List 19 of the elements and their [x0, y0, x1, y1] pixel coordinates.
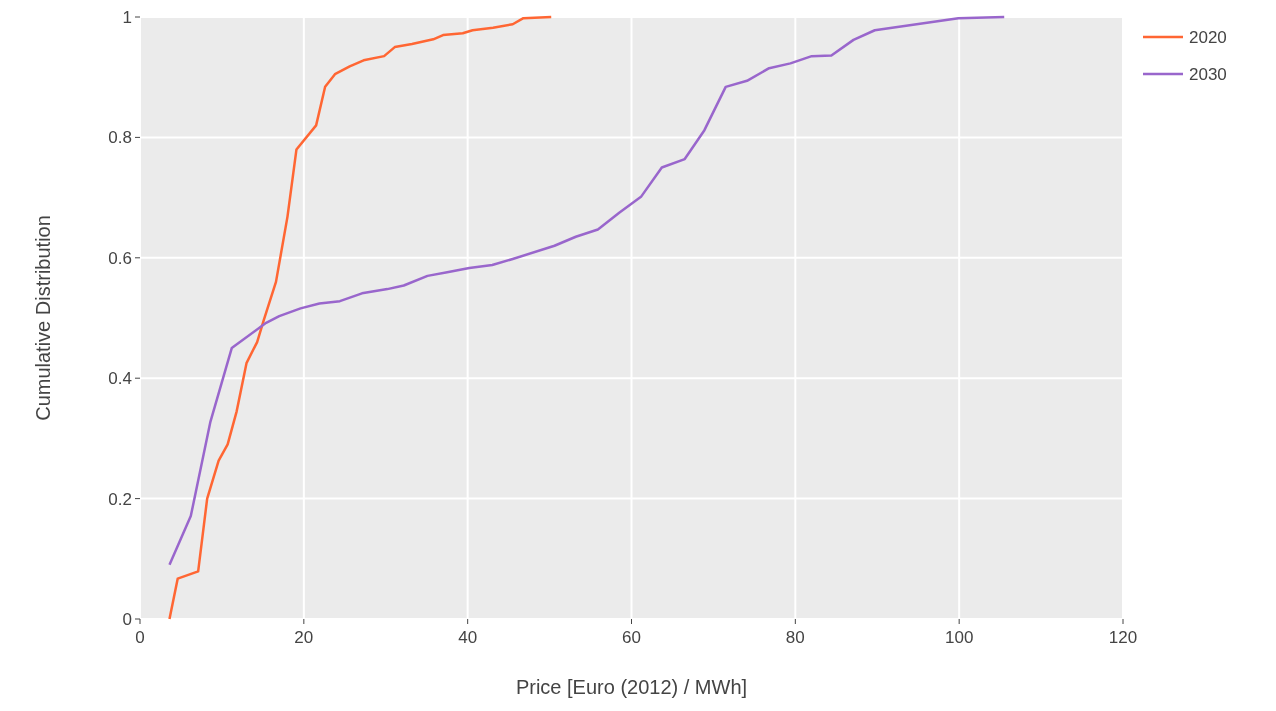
x-axis-title: Price [Euro (2012) / MWh] — [515, 676, 748, 698]
legend-label: 2020 — [1189, 28, 1227, 47]
legend-label: 2030 — [1189, 65, 1227, 84]
x-tick-label: 20 — [294, 628, 314, 647]
x-tick-label: 60 — [622, 628, 641, 647]
line-series — [168, 15, 1006, 567]
x-tick-label: 40 — [458, 628, 478, 647]
line-series — [168, 15, 553, 621]
y-tick-label: 0.8 — [108, 128, 132, 148]
y-tick-label: 1 — [122, 8, 132, 27]
y-tick-label: 0.6 — [108, 248, 132, 268]
y-tick-label: 0.4 — [108, 369, 132, 389]
y-tick-label: 0.2 — [108, 489, 132, 509]
x-tick-label: 80 — [785, 628, 805, 647]
x-tick-label: 0 — [135, 628, 145, 647]
x-tick-label: 100 — [944, 628, 974, 647]
y-tick-label: 0 — [122, 610, 132, 629]
y-axis-title: Cumulative Distribution — [32, 215, 54, 421]
x-tick-label: 120 — [1108, 628, 1138, 647]
